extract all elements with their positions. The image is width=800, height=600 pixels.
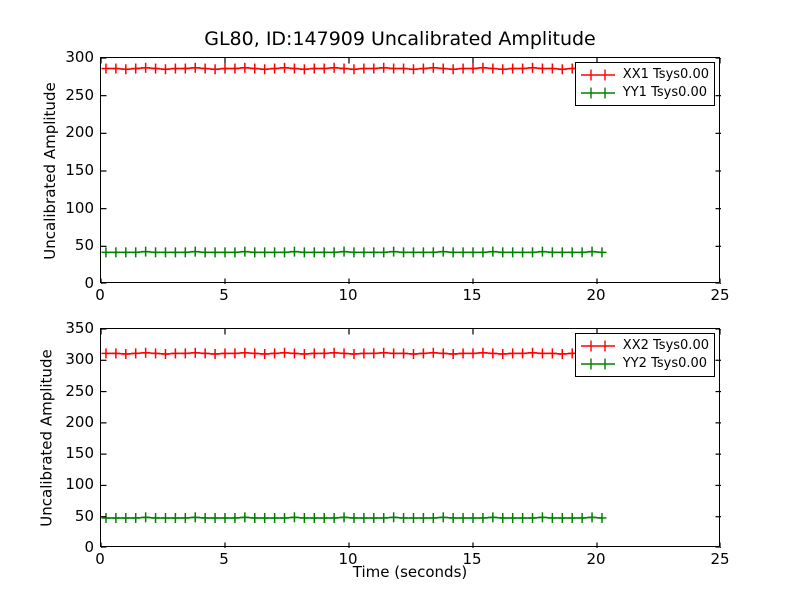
legend-item: YY2 Tsys0.00 <box>580 355 709 373</box>
y-tick-label: 250 <box>65 85 94 104</box>
series-xx1 <box>101 62 607 75</box>
y-tick-label: 200 <box>65 412 94 431</box>
legend-label-xx2: XX2 Tsys0.00 <box>622 338 709 353</box>
legend-label-yy2: YY2 Tsys0.00 <box>622 356 708 371</box>
y-tick-label: 300 <box>65 48 94 66</box>
y-tick-label: 350 <box>65 319 94 337</box>
y-tick-label: 150 <box>65 444 94 463</box>
x-tick-label: 25 <box>710 550 730 568</box>
top-plot-area <box>101 58 719 282</box>
bottom-plot-axes: XX2 Tsys0.00 YY2 Tsys0.00 <box>100 328 721 548</box>
legend-item: XX1 Tsys0.00 <box>580 66 709 84</box>
legend-swatch-xx1 <box>580 69 615 81</box>
legend-label-xx1: XX1 Tsys0.00 <box>622 67 709 82</box>
y-tick-label: 150 <box>65 161 94 179</box>
x-tick-label: 10 <box>338 286 358 304</box>
x-tick-label: 20 <box>586 286 606 304</box>
x-tick-label: 5 <box>219 550 229 568</box>
series-yy2 <box>101 512 607 523</box>
legend-top: XX1 Tsys0.00 YY1 Tsys0.00 <box>574 62 715 106</box>
y-tick-label: 50 <box>74 236 94 255</box>
y-tick-label: 300 <box>65 350 94 369</box>
top-plot-axes: XX1 Tsys0.00 YY1 Tsys0.00 <box>100 57 721 284</box>
y-tick-label: 100 <box>65 198 94 217</box>
x-tick-label: 10 <box>338 550 358 568</box>
legend-swatch-yy1 <box>580 87 615 99</box>
y-tick-label: 0 <box>84 274 94 292</box>
x-tick-label: 15 <box>462 286 482 304</box>
legend-swatch-yy2 <box>580 358 615 370</box>
figure-title: GL80, ID:147909 Uncalibrated Amplitude <box>204 28 596 50</box>
legend-label-yy1: YY1 Tsys0.00 <box>622 85 708 100</box>
y-tick-label: 250 <box>65 381 94 400</box>
bottom-plot-svg <box>101 347 607 523</box>
x-tick-label: 0 <box>95 550 105 568</box>
x-tick-label: 20 <box>586 550 606 568</box>
bottom-plot-area <box>101 329 719 546</box>
legend-item: YY1 Tsys0.00 <box>580 84 709 102</box>
series-xx2 <box>101 347 607 360</box>
y-tick-label: 200 <box>65 123 94 142</box>
x-tick-label: 0 <box>95 286 105 304</box>
y-tick-label: 100 <box>65 475 94 494</box>
legend-item: XX2 Tsys0.00 <box>580 337 709 355</box>
legend-bottom: XX2 Tsys0.00 YY2 Tsys0.00 <box>574 333 715 377</box>
legend-swatch-xx2 <box>580 340 615 352</box>
top-plot-svg <box>101 62 607 258</box>
y-tick-label: 0 <box>84 538 94 556</box>
x-tick-label: 5 <box>219 286 229 304</box>
x-tick-label: 15 <box>462 550 482 568</box>
x-axis-label: Time (seconds) <box>352 563 468 581</box>
y-tick-label: 50 <box>74 506 94 525</box>
x-tick-label: 25 <box>710 286 730 304</box>
series-yy1 <box>101 246 607 258</box>
